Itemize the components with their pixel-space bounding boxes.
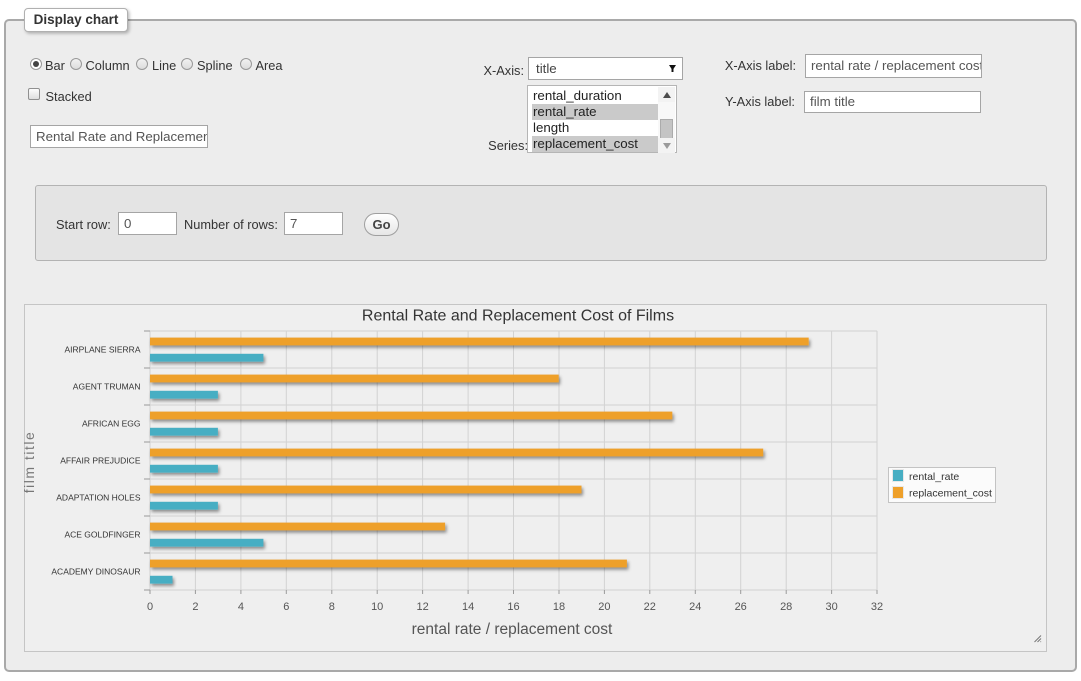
svg-text:replacement_cost: replacement_cost xyxy=(909,488,992,500)
svg-text:26: 26 xyxy=(735,601,747,613)
svg-text:AFRICAN EGG: AFRICAN EGG xyxy=(82,419,141,429)
svg-text:28: 28 xyxy=(780,601,792,613)
svg-text:4: 4 xyxy=(238,601,244,613)
svg-text:ADAPTATION HOLES: ADAPTATION HOLES xyxy=(56,493,141,503)
svg-text:18: 18 xyxy=(553,601,565,613)
svg-text:rental rate / replacement cost: rental rate / replacement cost xyxy=(412,621,613,638)
svg-text:30: 30 xyxy=(825,601,837,613)
svg-text:AFFAIR PREJUDICE: AFFAIR PREJUDICE xyxy=(60,456,141,466)
svg-text:16: 16 xyxy=(507,601,519,613)
svg-text:20: 20 xyxy=(598,601,610,613)
svg-text:22: 22 xyxy=(644,601,656,613)
svg-text:ACE GOLDFINGER: ACE GOLDFINGER xyxy=(64,530,140,540)
svg-text:12: 12 xyxy=(416,601,428,613)
svg-text:24: 24 xyxy=(689,601,701,613)
svg-text:AIRPLANE SIERRA: AIRPLANE SIERRA xyxy=(64,345,140,355)
svg-text:ACADEMY DINOSAUR: ACADEMY DINOSAUR xyxy=(51,567,140,577)
svg-text:AGENT TRUMAN: AGENT TRUMAN xyxy=(73,382,141,392)
svg-text:0: 0 xyxy=(147,601,153,613)
svg-text:14: 14 xyxy=(462,601,474,613)
svg-text:Rental Rate and Replacement Co: Rental Rate and Replacement Cost of Film… xyxy=(362,308,674,325)
svg-text:rental_rate: rental_rate xyxy=(909,471,959,483)
svg-text:2: 2 xyxy=(192,601,198,613)
svg-text:6: 6 xyxy=(283,601,289,613)
svg-text:32: 32 xyxy=(871,601,883,613)
svg-text:film title: film title xyxy=(24,431,37,493)
svg-text:8: 8 xyxy=(329,601,335,613)
svg-text:10: 10 xyxy=(371,601,383,613)
